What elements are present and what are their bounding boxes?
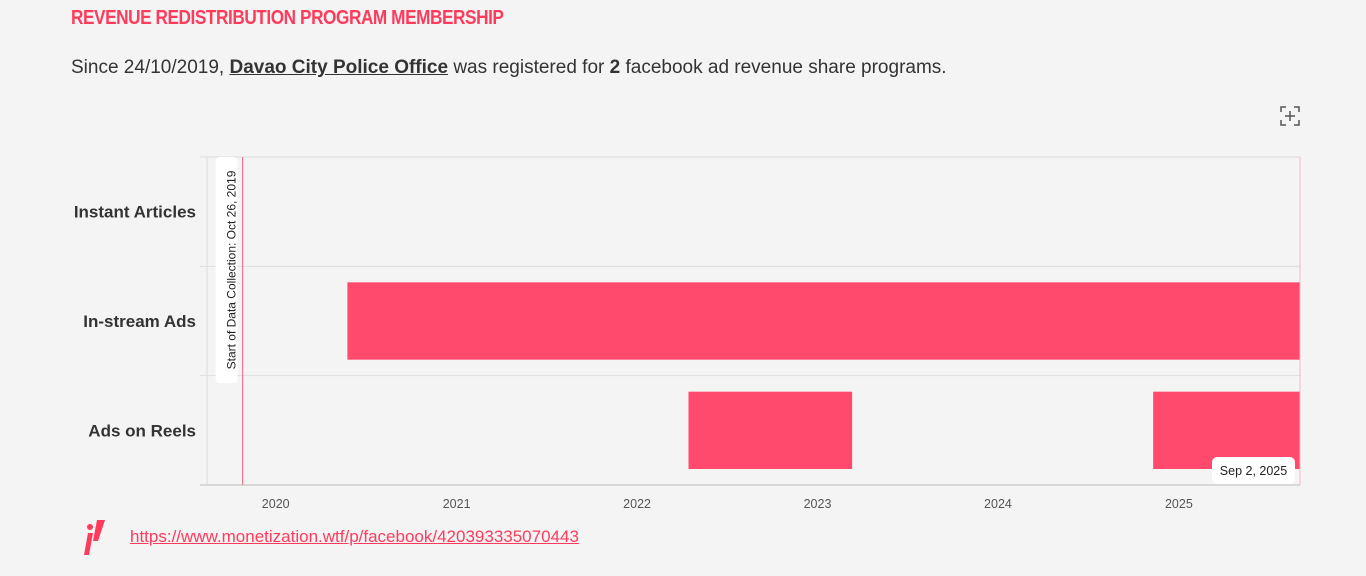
- category-label: Ads on Reels: [88, 421, 196, 440]
- expand-icon: [1280, 106, 1300, 126]
- timeline-bar: [1153, 391, 1300, 469]
- summary-text: Since 24/10/2019, Davao City Police Offi…: [71, 57, 947, 79]
- data-start-marker-box: [215, 157, 238, 383]
- category-label: In-stream Ads: [83, 312, 196, 331]
- program-count: 2: [609, 57, 621, 78]
- footer-url-link[interactable]: https://www.monetization.wtf/p/facebook/…: [130, 527, 579, 546]
- x-tick-label: 2022: [623, 497, 651, 511]
- x-tick-label: 2023: [804, 497, 832, 511]
- category-label: Instant Articles: [74, 203, 196, 222]
- page-name-link[interactable]: Davao City Police Office: [229, 57, 449, 78]
- x-tick-label: 2025: [1165, 497, 1193, 511]
- end-date-label: Sep 2, 2025: [1220, 464, 1287, 478]
- x-tick-label: 2021: [443, 497, 471, 511]
- monetization-logo-icon: [82, 517, 108, 557]
- end-date-label-box: [1212, 457, 1295, 484]
- timeline-bar: [688, 391, 853, 469]
- x-tick-label: 2020: [262, 497, 290, 511]
- page-title: REVENUE REDISTRIBUTION PROGRAM MEMBERSHI…: [71, 7, 504, 29]
- summary-prefix: Since 24/10/2019,: [71, 57, 225, 78]
- timeline-bar: [347, 282, 1300, 360]
- summary-suffix: facebook ad revenue share programs.: [625, 57, 947, 78]
- fullscreen-button[interactable]: [1279, 105, 1301, 127]
- summary-middle: was registered for: [453, 57, 605, 78]
- x-tick-label: 2024: [984, 497, 1012, 511]
- data-start-marker-label: Start of Data Collection: Oct 26, 2019: [225, 170, 239, 369]
